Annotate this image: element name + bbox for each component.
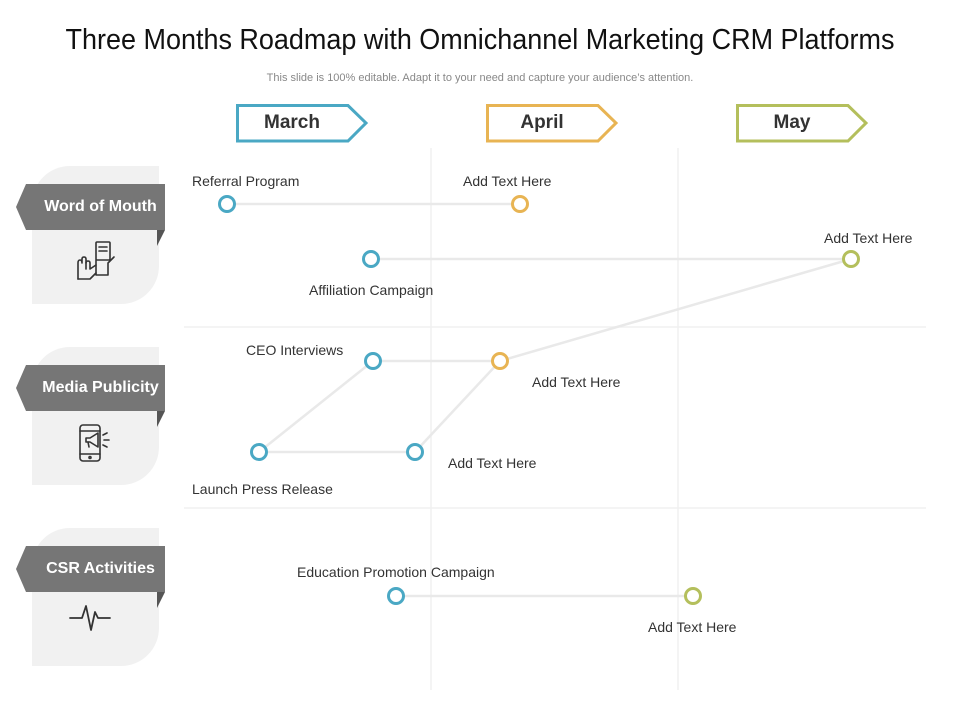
node-ceo-interviews [364, 352, 382, 370]
row-label-media-publicity: Media Publicity [16, 365, 165, 427]
label-launch-press-release: Launch Press Release [192, 481, 333, 497]
label-media-add-text-1: Add Text Here [532, 374, 621, 390]
hand-document-icon [74, 239, 118, 288]
month-tag-may-shape [736, 104, 869, 143]
row-label-word-of-mouth: Word of Mouth [16, 184, 165, 246]
phone-megaphone-icon [74, 420, 118, 469]
row-label-text: Word of Mouth [44, 198, 157, 215]
node-media-add-text-2 [406, 443, 424, 461]
month-label-may: May [773, 112, 811, 133]
row-label-banner [16, 184, 165, 246]
node-launch-press-release [250, 443, 268, 461]
label-word-add-text-1: Add Text Here [463, 173, 552, 189]
row-label-csr-activities: CSR Activities [16, 546, 165, 608]
label-affiliation-campaign: Affiliation Campaign [309, 282, 434, 298]
page-title: Three Months Roadmap with Omnichannel Ma… [65, 24, 895, 56]
row-label-banner [16, 546, 165, 608]
month-tag-march: March [236, 104, 369, 143]
connector [414, 360, 501, 453]
heartbeat-icon [68, 598, 112, 643]
row-label-banner [16, 365, 165, 427]
node-affiliation-campaign [362, 250, 380, 268]
label-word-add-text-2: Add Text Here [824, 230, 913, 246]
node-education-promotion [387, 587, 405, 605]
month-tag-may: May [736, 104, 869, 143]
label-csr-add-text: Add Text Here [648, 619, 737, 635]
node-referral-program [218, 195, 236, 213]
connector [499, 257, 852, 363]
node-csr-add-text [684, 587, 702, 605]
label-education-promotion-campaign: Education Promotion Campaign [297, 564, 495, 580]
month-tag-march-shape [236, 104, 369, 143]
node-media-add-text-1 [491, 352, 509, 370]
node-word-add-text-1 [511, 195, 529, 213]
month-tag-april: April [486, 104, 619, 143]
connector [258, 360, 374, 453]
label-ceo-interviews: CEO Interviews [246, 342, 344, 358]
month-tag-april-shape [486, 104, 619, 143]
label-referral-program: Referral Program [192, 173, 300, 189]
month-label-march: March [264, 112, 320, 133]
node-word-add-text-2 [842, 250, 860, 268]
row-label-text: Media Publicity [42, 379, 159, 396]
month-label-april: April [520, 112, 564, 133]
page-subtitle: This slide is 100% editable. Adapt it to… [266, 72, 694, 84]
row-label-text: CSR Activities [46, 560, 155, 577]
label-media-add-text-2: Add Text Here [448, 455, 537, 471]
